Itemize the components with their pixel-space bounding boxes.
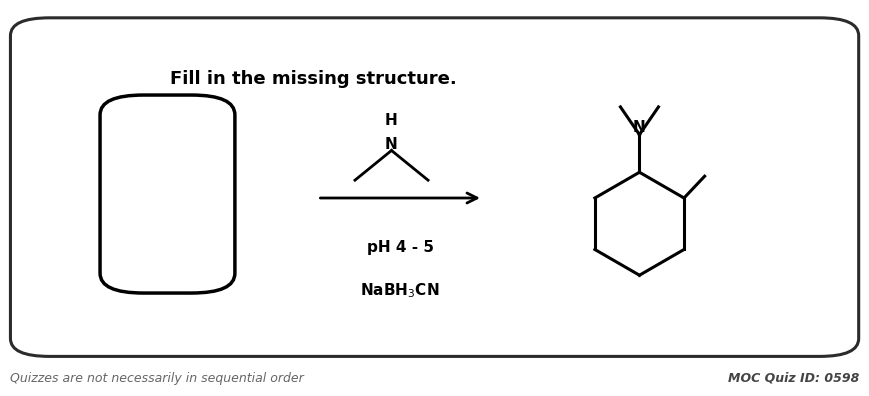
- Text: H: H: [385, 113, 397, 128]
- Text: Quizzes are not necessarily in sequential order: Quizzes are not necessarily in sequentia…: [10, 372, 304, 385]
- Text: N: N: [633, 120, 645, 135]
- Text: pH 4 - 5: pH 4 - 5: [366, 240, 434, 255]
- Text: MOC Quiz ID: 0598: MOC Quiz ID: 0598: [727, 372, 859, 385]
- FancyBboxPatch shape: [10, 18, 858, 356]
- Text: N: N: [385, 137, 397, 152]
- Text: Fill in the missing structure.: Fill in the missing structure.: [169, 70, 456, 88]
- Text: NaBH$_3$CN: NaBH$_3$CN: [360, 282, 440, 301]
- FancyBboxPatch shape: [100, 95, 235, 293]
